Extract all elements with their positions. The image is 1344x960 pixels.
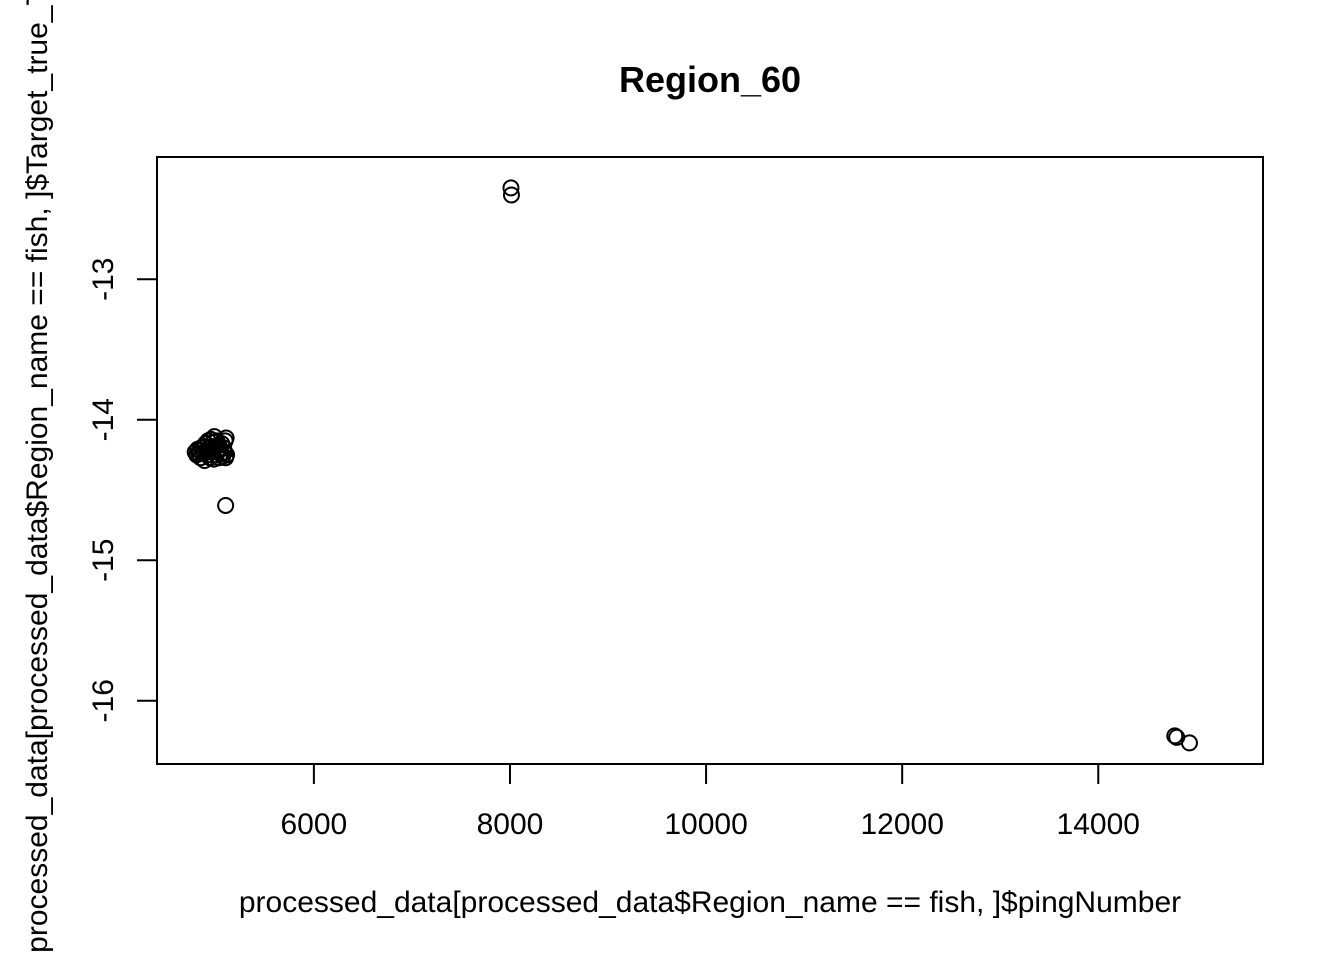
data-point xyxy=(502,186,520,204)
x-axis-label: processed_data[processed_data$Region_nam… xyxy=(239,886,1181,919)
plot-frame xyxy=(156,156,1264,765)
data-point xyxy=(217,429,235,447)
data-point xyxy=(502,179,520,197)
x-tick-label: 6000 xyxy=(281,808,348,841)
x-tick-label: 12000 xyxy=(860,808,943,841)
y-axis-label: processed_data[processed_data$Region_nam… xyxy=(21,0,54,953)
y-tick-label: -14 xyxy=(87,398,120,441)
y-tick-label: -16 xyxy=(87,679,120,722)
y-tick-label: -13 xyxy=(87,258,120,301)
data-point xyxy=(218,446,236,464)
x-tick-label: 14000 xyxy=(1057,808,1140,841)
data-points xyxy=(186,179,1198,752)
y-axis: -16 -15 -14 -13 xyxy=(87,258,158,722)
data-point xyxy=(1166,727,1184,745)
chart-title: Region_60 xyxy=(619,59,801,100)
data-point xyxy=(1180,734,1198,752)
x-tick-label: 8000 xyxy=(477,808,544,841)
y-tick-label: -15 xyxy=(87,539,120,582)
x-axis: 6000 8000 10000 12000 14000 xyxy=(281,763,1140,841)
x-tick-label: 10000 xyxy=(664,808,747,841)
data-point xyxy=(217,496,235,514)
